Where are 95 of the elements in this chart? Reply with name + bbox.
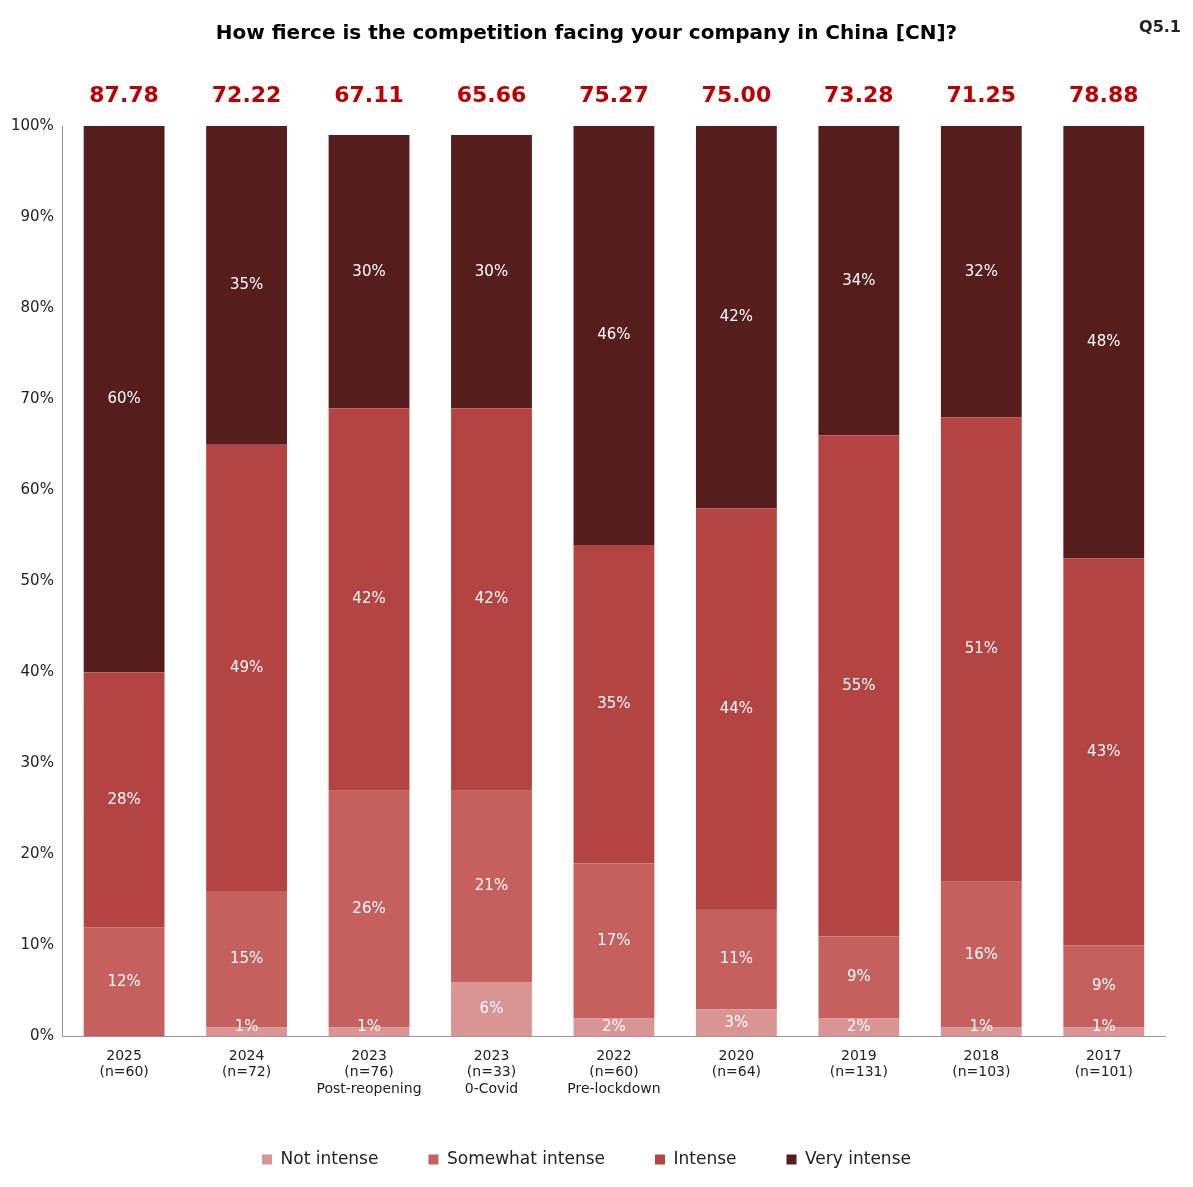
- data-label: 2%: [846, 1017, 871, 1036]
- text: 71.25: [946, 81, 1017, 107]
- y-tick-label: 80%: [20, 298, 54, 317]
- x-tick-label: 2024 (n=72): [221, 1046, 272, 1080]
- x-tick-label: 2023 (n=76) Post-reopening: [316, 1046, 422, 1097]
- x-tick-label: 2019 (n=131): [829, 1046, 888, 1080]
- data-label: 49%: [229, 657, 264, 676]
- y-tick-label: 0%: [30, 1026, 54, 1045]
- bar: [206, 126, 287, 445]
- bar: [451, 408, 532, 791]
- data-label: 17%: [597, 930, 631, 949]
- x-tick-label: 2020 (n=64): [711, 1046, 762, 1080]
- bar: [1063, 558, 1145, 946]
- data-label: 11%: [719, 949, 754, 968]
- bar: [573, 863, 655, 1019]
- data-label: 1%: [357, 1017, 381, 1036]
- bar: [83, 672, 165, 928]
- legend-label: Somewhat intense: [446, 1147, 606, 1168]
- y-tick-label: 30%: [20, 753, 54, 772]
- data-label: 42%: [352, 589, 386, 608]
- data-label: 16%: [964, 944, 998, 963]
- bar: [940, 417, 1022, 882]
- bar: [573, 544, 655, 864]
- data-label: 26%: [352, 899, 386, 918]
- legend-label: Not intense: [280, 1147, 379, 1168]
- bar: [83, 126, 165, 673]
- y-tick-label: 70%: [20, 389, 54, 408]
- text: 87.78: [89, 81, 159, 107]
- bar: [695, 126, 777, 509]
- bar: [206, 444, 287, 891]
- data-label: 2%: [602, 1017, 626, 1036]
- bar: [451, 135, 532, 409]
- bar: [83, 927, 165, 1037]
- data-label: 44%: [719, 698, 754, 717]
- data-label: 43%: [1087, 741, 1121, 760]
- y-tick-label: 100%: [10, 115, 54, 134]
- data-label: 1%: [234, 1017, 259, 1036]
- bar: [695, 1009, 777, 1037]
- text: 73.28: [824, 81, 894, 107]
- legend-label: Very intense: [805, 1147, 911, 1168]
- text: 67.11: [334, 81, 404, 107]
- data-label: 3%: [724, 1012, 749, 1031]
- text: 75.27: [579, 81, 649, 107]
- y-tick-label: 50%: [20, 571, 54, 590]
- bar: [695, 508, 777, 910]
- bar: [451, 981, 532, 1037]
- y-tick-label: 90%: [20, 206, 54, 225]
- text: 75.00: [701, 81, 772, 107]
- y-tick-label: 60%: [20, 480, 54, 499]
- data-label: 55%: [842, 675, 876, 694]
- bar: [818, 126, 900, 436]
- data-label: 42%: [719, 307, 754, 326]
- data-label: 30%: [474, 261, 509, 280]
- chart-title: How fierce is the competition facing your company in China [CN]?: [215, 20, 958, 45]
- text: Q5.1: [1139, 17, 1181, 37]
- data-label: 1%: [1091, 1017, 1116, 1036]
- data-label: 51%: [964, 639, 998, 658]
- x-tick-label: 2017 (n=101): [1074, 1046, 1133, 1080]
- data-label: 9%: [846, 967, 871, 986]
- data-label: 15%: [229, 949, 264, 968]
- legend-label: Intense: [673, 1147, 737, 1168]
- data-label: 35%: [229, 275, 264, 294]
- data-label: 1%: [969, 1017, 994, 1036]
- bar: [818, 435, 900, 937]
- data-label: 42%: [474, 589, 509, 608]
- x-tick-label: 2022 (n=60) Pre-lockdown: [567, 1046, 661, 1097]
- bar: [1063, 126, 1145, 559]
- y-tick-label: 10%: [20, 935, 54, 954]
- x-tick-label: 2018 (n=103): [952, 1046, 1011, 1080]
- data-label: 28%: [107, 789, 141, 808]
- bar: [573, 126, 655, 545]
- bar: [328, 135, 410, 409]
- data-label: 6%: [479, 999, 504, 1018]
- data-label: 21%: [474, 876, 509, 895]
- text: 72.22: [211, 81, 282, 107]
- data-label: 32%: [964, 261, 998, 280]
- bar: [451, 790, 532, 982]
- x-tick-label: 2025 (n=60): [99, 1046, 149, 1080]
- data-label: 48%: [1087, 332, 1121, 351]
- data-label: 12%: [107, 971, 141, 990]
- text: 65.66: [456, 81, 527, 107]
- data-label: 60%: [107, 389, 141, 408]
- x-tick-label: 2023 (n=33) 0-Covid: [464, 1046, 519, 1097]
- data-label: 46%: [597, 325, 631, 344]
- bar: [695, 909, 777, 1010]
- data-label: 9%: [1091, 976, 1116, 995]
- bar: [328, 408, 410, 791]
- data-label: 35%: [597, 694, 631, 713]
- y-tick-label: 20%: [20, 844, 54, 863]
- data-label: 30%: [352, 261, 386, 280]
- data-label: 34%: [842, 270, 876, 289]
- y-tick-label: 40%: [20, 662, 54, 681]
- bar: [818, 936, 900, 1019]
- bar: [940, 126, 1022, 418]
- text: 78.88: [1068, 81, 1139, 107]
